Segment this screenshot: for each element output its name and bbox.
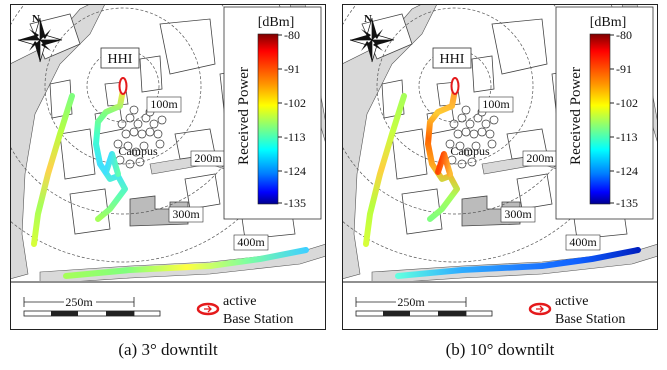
caption-b: (b) 10° downtilt <box>445 340 555 359</box>
landmark-box <box>432 47 472 69</box>
legend-tick: -80 <box>284 28 300 42</box>
landmark-label: HHI <box>440 52 465 67</box>
ring-label-200: 200m <box>194 151 222 165</box>
route-campus-loop <box>425 87 460 222</box>
ring-label-100: 100m <box>482 97 510 111</box>
map-panel-a: HHI Campus 100m 200m 300m 400m N [dBm] R… <box>10 4 326 330</box>
colorbar-legend: [dBm] Received Power -80 -91 -102 -113 -… <box>555 6 654 220</box>
colorbar-legend: [dBm] Received Power -80 -91 -102 -113 -… <box>223 6 322 220</box>
ring-label-300: 300m <box>504 207 532 221</box>
ring-label-200: 200m <box>526 151 554 165</box>
legend-title: Received Power <box>568 67 584 165</box>
colorbar <box>589 33 611 205</box>
campus-label: Campus <box>450 144 490 158</box>
scale-bar-label: 250m <box>397 295 425 309</box>
compass-rose-icon: N <box>17 13 63 63</box>
base-station-marker <box>118 77 128 95</box>
legend-tick: -102 <box>284 96 306 110</box>
legend-tick: -102 <box>616 96 638 110</box>
route-west-road <box>363 93 407 247</box>
compass-rose-icon: N <box>349 13 395 63</box>
route-south-road <box>395 247 641 279</box>
ring-labels: 100m 200m 300m 400m <box>146 96 269 251</box>
legend-unit: [dBm] <box>258 15 295 30</box>
scale-bar: 250m <box>355 295 493 317</box>
bs-legend-line2: Base Station <box>555 312 625 327</box>
ring-label-100: 100m <box>150 97 178 111</box>
legend-tick: -124 <box>284 164 306 178</box>
legend-tick: -113 <box>284 130 306 144</box>
campus-label: Campus <box>118 144 158 158</box>
measurement-route <box>31 87 309 279</box>
coverage-map-a: HHI Campus 100m 200m 300m 400m N [dBm] R… <box>10 4 326 330</box>
route-campus-inner <box>435 151 453 177</box>
legend-tick: -135 <box>616 196 638 210</box>
bs-legend-line2: Base Station <box>223 312 293 327</box>
ring-label-300: 300m <box>172 207 200 221</box>
tree-cluster <box>445 105 499 169</box>
route-west-road <box>31 93 75 247</box>
base-station-legend: active Base Station <box>196 294 293 327</box>
legend-tick: -91 <box>616 62 632 76</box>
coverage-map-b: HHI Campus 100m 200m 300m 400m N [dBm] R… <box>342 4 658 330</box>
ring-label-400: 400m <box>237 235 265 249</box>
legend-tick: -91 <box>284 62 300 76</box>
legend-title: Received Power <box>236 67 252 165</box>
ring-label-400: 400m <box>569 235 597 249</box>
legend-tick: -124 <box>616 164 638 178</box>
legend-tick: -80 <box>616 28 632 42</box>
caption-a: (a) 3° downtilt <box>118 340 218 359</box>
map-panel-b: HHI Campus 100m 200m 300m 400m N [dBm] R… <box>342 4 658 330</box>
scale-bar-label: 250m <box>65 295 93 309</box>
ring-labels: 100m 200m 300m 400m <box>478 96 601 251</box>
colorbar <box>257 33 279 205</box>
scale-bar: 250m <box>23 295 161 317</box>
legend-tick: -113 <box>616 130 638 144</box>
landmark-label: HHI <box>108 52 133 67</box>
legend-unit: [dBm] <box>590 15 627 30</box>
base-station-legend: active Base Station <box>528 294 625 327</box>
bs-legend-line1: active <box>223 294 256 309</box>
compass-north-label: N <box>32 13 40 25</box>
measurement-route <box>363 87 641 279</box>
compass-north-label: N <box>364 13 372 25</box>
landmark-box <box>100 47 140 69</box>
base-station-marker <box>450 77 460 95</box>
route-campus-inner <box>103 151 121 177</box>
bs-legend-line1: active <box>555 294 588 309</box>
route-campus-loop <box>93 87 128 222</box>
legend-tick: -135 <box>284 196 306 210</box>
route-south-road <box>63 247 309 279</box>
